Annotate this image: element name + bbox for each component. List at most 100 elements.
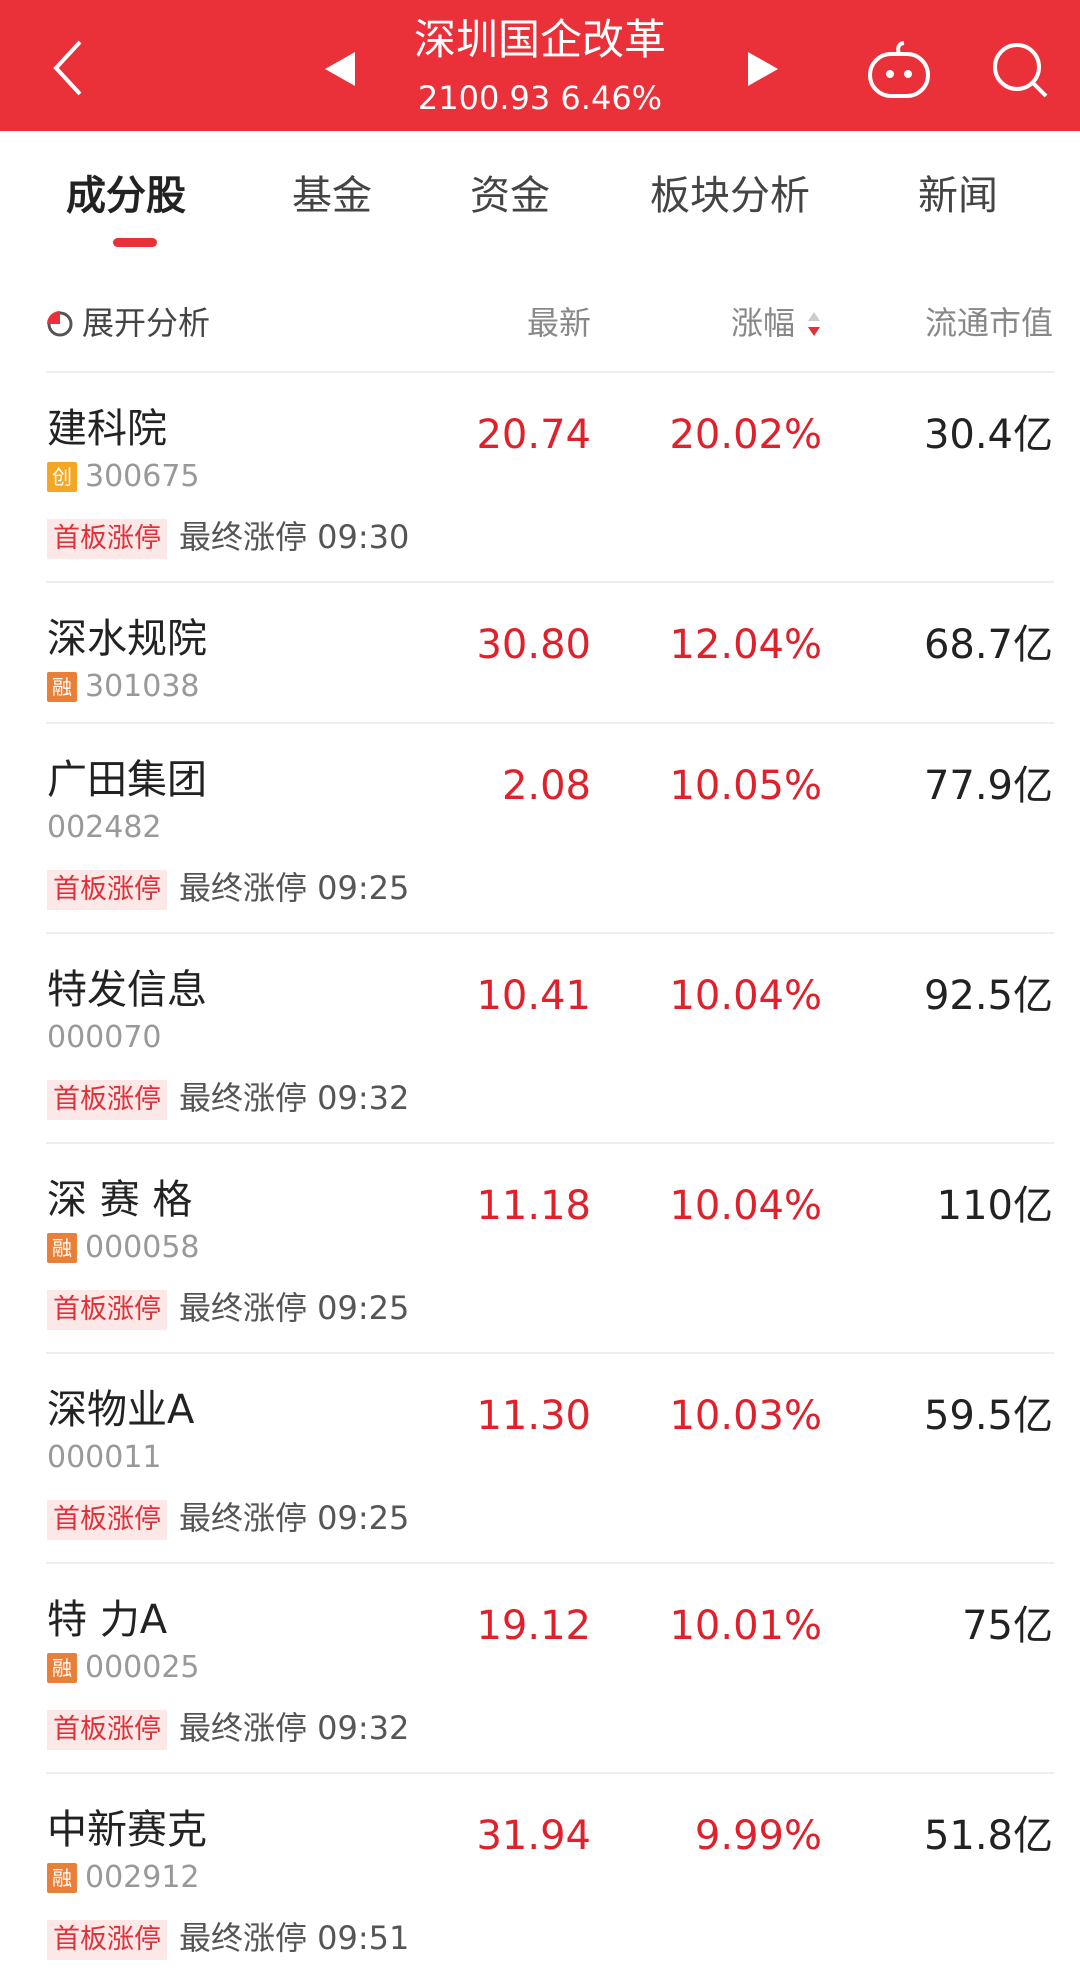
latest-price: 19.12	[476, 1603, 591, 1649]
market-cap: 92.5亿	[923, 973, 1053, 1019]
stock-row[interactable]: 广田集团 002482 2.08 10.05% 77.9亿 首板涨停 最终涨停 0…	[0, 722, 1080, 932]
limit-up-tag: 首板涨停	[47, 870, 167, 910]
tab-funds[interactable]: 基金	[292, 173, 372, 219]
stock-code-line: 融 301038	[47, 667, 200, 707]
stock-row[interactable]: 深 赛 格 融 000058 11.18 10.04% 110亿 首板涨停 最终涨停…	[0, 1142, 1080, 1352]
limit-up-time: 最终涨停 09:32	[179, 1709, 410, 1747]
row-divider	[46, 581, 1054, 583]
stock-row[interactable]: 中新赛克 融 002912 31.94 9.99% 51.8亿 首板涨停 最终涨停 …	[0, 1772, 1080, 1982]
stock-code-line: 002482	[47, 808, 162, 848]
sort-icon[interactable]	[806, 310, 822, 338]
stock-code-line: 融 000025	[47, 1648, 200, 1688]
column-market-cap[interactable]: 流通市值	[924, 304, 1053, 342]
latest-price: 30.80	[476, 622, 591, 668]
limit-up-tag: 首板涨停	[47, 1710, 167, 1750]
tab-constituents[interactable]: 成分股	[66, 173, 186, 219]
stock-code: 002482	[47, 810, 162, 845]
sector-quote: 2100.93 6.46%	[340, 78, 740, 118]
market-badge: 融	[47, 1653, 77, 1683]
search-icon[interactable]	[990, 40, 1050, 100]
next-sector-icon[interactable]	[748, 52, 778, 86]
pie-chart-icon[interactable]	[46, 310, 74, 338]
stock-code: 000025	[85, 1650, 200, 1685]
tab-news[interactable]: 新闻	[918, 173, 998, 219]
stock-row[interactable]: 特发信息 000070 10.41 10.04% 92.5亿 首板涨停 最终涨停 …	[0, 932, 1080, 1142]
limit-up-tag: 首板涨停	[47, 1920, 167, 1960]
row-divider	[46, 1772, 1054, 1774]
limit-up-time: 最终涨停 09:30	[179, 518, 410, 556]
limit-up-tag: 首板涨停	[47, 1500, 167, 1540]
change-percent: 10.03%	[669, 1393, 822, 1439]
tab-sector-analysis[interactable]: 板块分析	[650, 173, 810, 219]
limit-up-tag: 首板涨停	[47, 1290, 167, 1330]
stock-code-line: 融 000058	[47, 1228, 200, 1268]
robot-assistant-icon[interactable]	[866, 40, 932, 100]
stock-row[interactable]: 深水规院 融 301038 30.80 12.04% 68.7亿	[0, 581, 1080, 722]
column-change[interactable]: 涨幅	[730, 304, 795, 342]
latest-price: 11.18	[476, 1183, 591, 1229]
limit-up-info: 首板涨停 最终涨停 09:32	[47, 1706, 409, 1750]
expand-analysis-button[interactable]: 展开分析	[82, 304, 211, 342]
change-percent: 20.02%	[669, 412, 822, 458]
stock-row[interactable]: 特 力A 融 000025 19.12 10.01% 75亿 首板涨停 最终涨停 0…	[0, 1562, 1080, 1772]
stock-name: 特 力A	[47, 1597, 168, 1643]
change-percent: 9.99%	[694, 1813, 822, 1859]
stock-name: 深物业A	[47, 1387, 195, 1433]
limit-up-info: 首板涨停 最终涨停 09:30	[47, 515, 409, 559]
limit-up-time: 最终涨停 09:25	[179, 1499, 410, 1537]
stock-name: 深水规院	[47, 616, 207, 662]
change-percent: 10.01%	[669, 1603, 822, 1649]
stock-code-line: 融 002912	[47, 1858, 200, 1898]
column-latest[interactable]: 最新	[526, 304, 591, 342]
stock-code-line: 创 300675	[47, 457, 200, 497]
stock-code-line: 000011	[47, 1438, 162, 1478]
limit-up-info: 首板涨停 最终涨停 09:32	[47, 1076, 409, 1120]
latest-price: 2.08	[501, 763, 591, 809]
sector-title: 深圳国企改革	[413, 15, 666, 64]
stock-name: 深 赛 格	[47, 1177, 193, 1223]
stock-code: 300675	[85, 459, 200, 494]
limit-up-tag: 首板涨停	[47, 1080, 167, 1120]
row-divider	[46, 722, 1054, 724]
change-percent: 10.05%	[669, 763, 822, 809]
row-divider	[46, 1352, 1054, 1354]
stock-row[interactable]: 深物业A 000011 11.30 10.03% 59.5亿 首板涨停 最终涨停 …	[0, 1352, 1080, 1562]
market-cap: 75亿	[962, 1603, 1053, 1649]
stock-name: 建科院	[47, 406, 167, 452]
tab-capital[interactable]: 资金	[470, 173, 550, 219]
limit-up-time: 最终涨停 09:51	[179, 1919, 410, 1957]
change-percent: 10.04%	[669, 1183, 822, 1229]
stock-code: 000011	[47, 1440, 162, 1475]
row-divider	[46, 932, 1054, 934]
limit-up-time: 最终涨停 09:32	[179, 1079, 410, 1117]
latest-price: 10.41	[476, 973, 591, 1019]
row-divider	[46, 371, 1054, 373]
back-icon[interactable]	[48, 38, 88, 98]
limit-up-time: 最终涨停 09:25	[179, 1289, 410, 1327]
market-badge: 融	[47, 1233, 77, 1263]
index-value: 2100.93	[417, 79, 551, 117]
market-cap: 51.8亿	[923, 1813, 1053, 1859]
row-divider	[46, 1142, 1054, 1144]
change-percent: 12.04%	[669, 622, 822, 668]
stock-code: 002912	[85, 1860, 200, 1895]
limit-up-info: 首板涨停 最终涨停 09:25	[47, 1286, 409, 1330]
market-badge: 融	[47, 1863, 77, 1893]
market-cap: 77.9亿	[923, 763, 1053, 809]
active-tab-indicator	[113, 238, 157, 247]
stock-row[interactable]: 建科院 创 300675 20.74 20.02% 30.4亿 首板涨停 最终涨停 …	[0, 371, 1080, 581]
previous-sector-icon[interactable]	[325, 52, 355, 86]
row-divider	[46, 1562, 1054, 1564]
market-cap: 68.7亿	[923, 622, 1053, 668]
market-badge: 融	[47, 672, 77, 702]
tab-bar: 成分股 基金 资金 板块分析 新闻	[0, 160, 1080, 247]
limit-up-tag: 首板涨停	[47, 519, 167, 559]
market-badge: 创	[47, 462, 77, 492]
column-header: 展开分析 最新 涨幅 流通市值	[0, 300, 1080, 346]
limit-up-info: 首板涨停 最终涨停 09:25	[47, 1496, 409, 1540]
limit-up-time: 最终涨停 09:25	[179, 869, 410, 907]
limit-up-info: 首板涨停 最终涨停 09:51	[47, 1916, 409, 1960]
stock-code: 000058	[85, 1230, 200, 1265]
market-cap: 30.4亿	[923, 412, 1053, 458]
stock-name: 中新赛克	[47, 1807, 207, 1853]
